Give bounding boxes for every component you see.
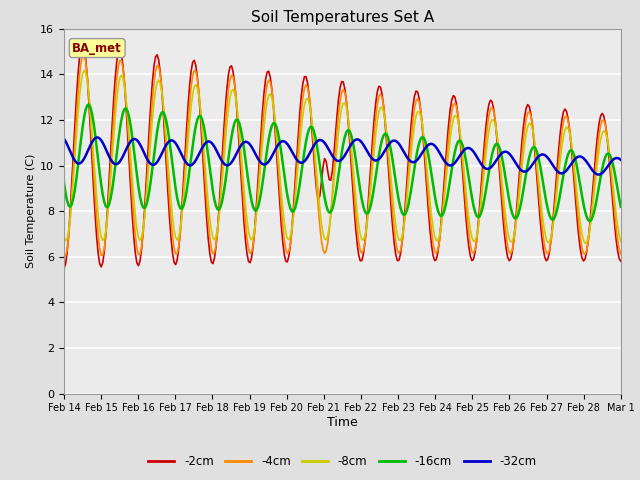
-8cm [60,234,68,240]
-32cm [305,152,313,157]
Line: -32cm: -32cm [64,137,621,175]
-16cm [255,199,263,204]
-8cm [255,179,263,184]
-2cm [228,63,236,69]
-16cm [60,180,68,185]
-32cm [255,158,263,164]
-2cm [255,155,263,160]
-8cm [246,235,254,241]
-32cm [246,142,254,147]
Line: -8cm: -8cm [64,70,621,243]
-2cm [246,260,254,265]
Line: -4cm: -4cm [64,55,621,256]
-8cm [589,201,596,207]
-4cm [589,195,596,201]
-8cm [228,88,236,94]
-4cm [61,253,69,259]
-2cm [305,92,313,97]
-4cm [257,146,265,152]
Y-axis label: Soil Temperature (C): Soil Temperature (C) [26,154,36,268]
-4cm [229,74,237,80]
-16cm [586,218,594,224]
-32cm [60,136,68,142]
-8cm [617,239,625,245]
-32cm [617,157,625,163]
-8cm [130,196,138,202]
-2cm [588,204,595,210]
-2cm [60,265,68,271]
-16cm [246,190,254,196]
Line: -16cm: -16cm [64,105,621,221]
-4cm [81,52,88,58]
-32cm [595,172,603,178]
Line: -2cm: -2cm [64,43,621,268]
-4cm [617,252,625,257]
-8cm [305,100,313,106]
-16cm [228,134,236,140]
Title: Soil Temperatures Set A: Soil Temperatures Set A [251,10,434,25]
-4cm [248,249,255,255]
-2cm [79,40,86,46]
-32cm [228,159,236,165]
-4cm [131,233,139,239]
-32cm [93,134,100,140]
-16cm [130,147,138,153]
-16cm [85,102,93,108]
-4cm [307,105,314,111]
-16cm [305,126,313,132]
-32cm [130,136,138,142]
-16cm [589,213,596,219]
-32cm [588,166,595,172]
-2cm [617,258,625,264]
-4cm [60,253,68,259]
Text: BA_met: BA_met [72,42,122,55]
Legend: -2cm, -4cm, -8cm, -16cm, -32cm: -2cm, -4cm, -8cm, -16cm, -32cm [144,451,541,473]
-2cm [130,234,138,240]
-8cm [581,240,589,246]
-16cm [617,204,625,210]
-8cm [81,67,88,73]
X-axis label: Time: Time [327,416,358,429]
